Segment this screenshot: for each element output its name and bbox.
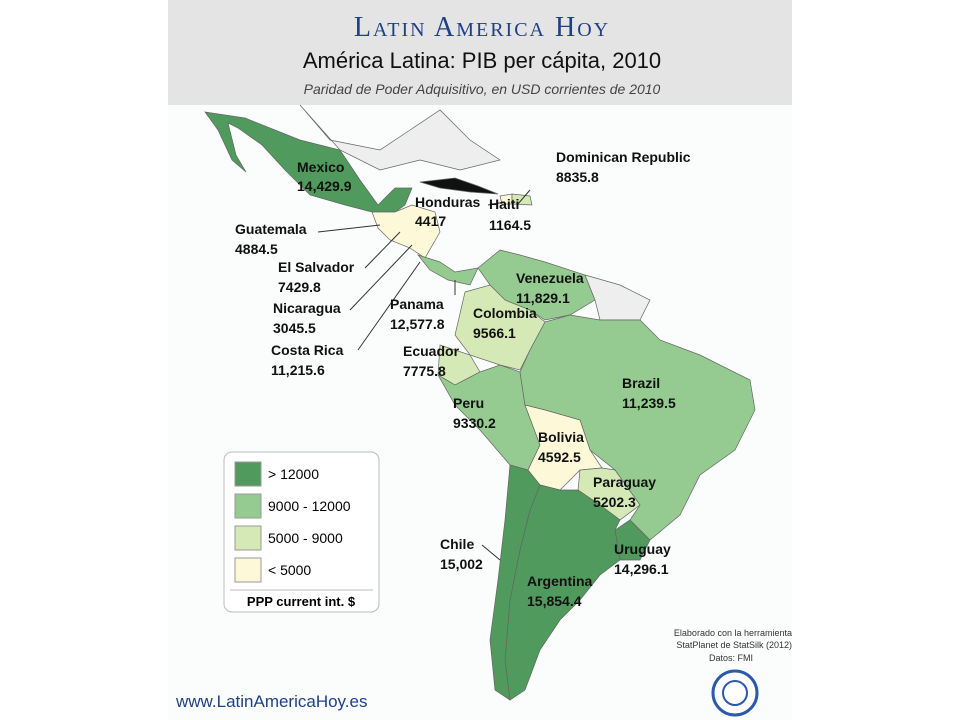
chile xyxy=(489,464,541,701)
leader xyxy=(517,189,531,205)
title: América Latina: PIB per cápita, 2010 xyxy=(303,48,661,73)
legend-swatch xyxy=(234,461,262,487)
country-name: Bolivia xyxy=(538,429,584,445)
country-value: 15,854.4 xyxy=(527,593,582,609)
country-value: 14,296.1 xyxy=(614,561,669,577)
credits: Elaborado con la herramienta StatPlanet … xyxy=(674,628,792,717)
brand: Latin America Hoy xyxy=(354,12,610,43)
central-america xyxy=(371,204,441,259)
country-value: 12,577.8 xyxy=(390,316,445,332)
country-name: Argentina xyxy=(527,573,593,589)
legend-label: < 5000 xyxy=(268,562,311,578)
country-name: Honduras xyxy=(415,194,481,210)
legend-box xyxy=(223,451,380,613)
country-name: Costa Rica xyxy=(271,342,344,358)
legend-swatch xyxy=(234,493,262,519)
country-value: 9330.2 xyxy=(453,415,496,431)
leader xyxy=(481,544,501,561)
footer-url: www.LatinAmericaHoy.es xyxy=(175,692,367,711)
legend-label: 9000 - 12000 xyxy=(268,498,351,514)
country-value: 15,002 xyxy=(440,556,483,572)
leader xyxy=(357,261,421,351)
country-value: 7775.8 xyxy=(403,363,446,379)
country-name: El Salvador xyxy=(278,259,355,275)
imf-logo-inner xyxy=(722,680,748,706)
credit-line: Datos: FMI xyxy=(709,653,753,663)
country-value: 14,429.9 xyxy=(297,178,352,194)
cuba xyxy=(419,177,499,195)
legend-swatch xyxy=(234,557,262,583)
country-value: 7429.8 xyxy=(278,279,321,295)
country-value: 11,215.6 xyxy=(271,362,325,378)
country-name: Guatemala xyxy=(235,221,307,237)
country-name: Dominican Republic xyxy=(556,149,691,165)
country-name: Panama xyxy=(390,296,444,312)
country-value: 4417 xyxy=(415,213,446,229)
mexico xyxy=(204,111,413,213)
country-name: Haiti xyxy=(489,196,519,212)
country-labels: Mexico 14,429.9 Dominican Republic 8835.… xyxy=(235,149,691,609)
country-name: Colombia xyxy=(473,305,537,321)
costa-rica-panama xyxy=(417,254,479,286)
legend-label: > 12000 xyxy=(268,466,319,482)
legend: PPP current int. $ > 12000 9000 - 12000 50… xyxy=(223,451,380,613)
leader xyxy=(487,201,506,206)
country-value: 4592.5 xyxy=(538,449,581,465)
header-band xyxy=(168,0,792,105)
country-name: Chile xyxy=(440,536,474,552)
country-value: 5202.3 xyxy=(593,494,636,510)
country-value: 11,239.5 xyxy=(622,395,676,411)
country-value: 8835.8 xyxy=(556,169,599,185)
credit-line: Elaborado con la herramienta xyxy=(674,628,792,638)
legend-title: PPP current int. $ xyxy=(247,594,356,609)
legend-swatch xyxy=(234,525,262,551)
legend-label: 5000 - 9000 xyxy=(268,530,343,546)
credit-line: StatPlanet de StatSilk (2012) xyxy=(676,640,792,650)
leader-lines xyxy=(317,189,531,561)
usa-south xyxy=(299,104,501,171)
country-value: 3045.5 xyxy=(273,320,316,336)
country-name: Ecuador xyxy=(403,343,460,359)
country-name: Paraguay xyxy=(593,474,656,490)
country-value: 9566.1 xyxy=(473,325,516,341)
land xyxy=(204,104,756,701)
country-name: Mexico xyxy=(297,159,344,175)
country-value: 1164.5 xyxy=(489,217,531,233)
country-name: Brazil xyxy=(622,375,660,391)
country-value: 4884.5 xyxy=(235,241,278,257)
leader xyxy=(364,231,401,269)
leader xyxy=(349,244,413,311)
subtitle: Paridad de Poder Adquisitivo, en USD cor… xyxy=(304,81,661,97)
country-name: Uruguay xyxy=(614,541,671,557)
country-value: 11,829.1 xyxy=(516,290,570,306)
country-name: Venezuela xyxy=(516,270,584,286)
leader xyxy=(317,224,381,233)
country-name: Peru xyxy=(453,395,484,411)
imf-logo xyxy=(711,669,759,717)
country-name: Nicaragua xyxy=(273,300,341,316)
